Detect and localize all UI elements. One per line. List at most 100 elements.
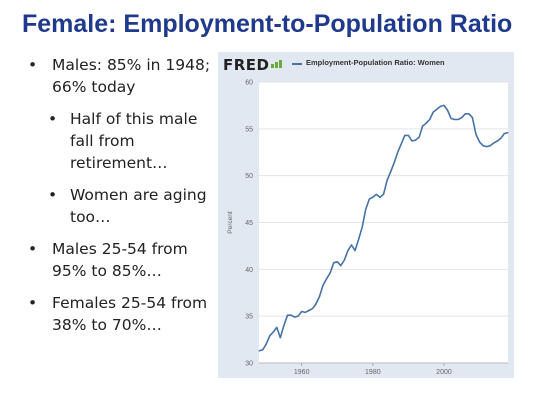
data-point (425, 122, 427, 124)
data-point (507, 132, 509, 134)
data-point (454, 118, 456, 120)
data-point (315, 303, 317, 305)
bullet-dot-icon: • (48, 186, 58, 204)
bullet-text: Males 25-54 from 95% to 85%… (52, 240, 188, 280)
data-point (333, 262, 335, 264)
data-point (269, 335, 271, 337)
bullet-item: • Females 25-54 from 38% to 70%… (24, 292, 214, 336)
data-point (450, 118, 452, 120)
fred-logo: FRED (223, 56, 270, 74)
data-point (311, 308, 313, 310)
data-point (429, 118, 431, 120)
data-point (343, 259, 345, 261)
data-point (262, 349, 264, 351)
slide-title: Female: Employment-to-Population Ratio (22, 10, 513, 38)
data-point (393, 162, 395, 164)
data-point (354, 250, 356, 252)
y-tick-label: 40 (245, 267, 253, 274)
data-point (496, 140, 498, 142)
data-point (347, 250, 349, 252)
data-point (368, 198, 370, 200)
data-point (386, 179, 388, 181)
bullet-list: • Males: 85% in 1948; 66% today • Half of … (24, 54, 214, 346)
data-point (265, 343, 267, 345)
bullet-text: Males: 85% in 1948; 66% today (52, 56, 211, 96)
data-point (372, 196, 374, 198)
bullet-text: Half of this male fall from retirement… (70, 110, 198, 172)
data-point (336, 261, 338, 263)
data-point (411, 140, 413, 142)
data-point (468, 113, 470, 115)
data-point (418, 136, 420, 138)
data-point (358, 238, 360, 240)
data-point (294, 316, 296, 318)
data-point (308, 310, 310, 312)
x-tick-label: 2000 (436, 369, 452, 376)
data-point (301, 310, 303, 312)
data-point (447, 109, 449, 111)
data-point (439, 105, 441, 107)
data-point (422, 125, 424, 127)
data-point (471, 117, 473, 119)
data-point (286, 314, 288, 316)
data-point (407, 134, 409, 136)
bullet-text: Women are aging too… (70, 186, 207, 226)
y-tick-label: 60 (245, 80, 253, 87)
data-point (436, 108, 438, 110)
data-point (304, 311, 306, 313)
fred-chart-panel: FRED Employment-Population Ratio: Women … (218, 52, 514, 378)
data-point (272, 331, 274, 333)
data-point (397, 151, 399, 153)
x-tick-label: 1980 (365, 369, 381, 376)
data-point (400, 143, 402, 145)
legend-label: Employment-Population Ratio: Women (306, 58, 445, 67)
y-tick-label: 30 (245, 361, 253, 368)
data-point (379, 196, 381, 198)
y-tick-label: 55 (245, 126, 253, 133)
data-point (297, 315, 299, 317)
data-point (283, 325, 285, 327)
y-axis-label: Percent (227, 211, 234, 234)
sub-bullet-item: • Half of this male fall from retirement… (24, 108, 214, 174)
data-point (383, 193, 384, 195)
data-point (276, 326, 278, 328)
data-point (464, 113, 466, 115)
data-point (461, 117, 463, 119)
y-tick-label: 45 (245, 220, 253, 227)
bullet-dot-icon: • (28, 56, 38, 74)
data-point (318, 295, 320, 297)
bullet-dot-icon: • (28, 294, 38, 312)
data-point (326, 278, 328, 280)
fred-logo-graph-icon (271, 60, 282, 68)
data-point (404, 134, 406, 136)
data-point (503, 133, 505, 135)
bullet-dot-icon: • (48, 110, 58, 128)
data-point (350, 244, 352, 246)
data-point (322, 284, 324, 286)
y-tick-label: 50 (245, 173, 253, 180)
data-point (365, 208, 367, 210)
data-point (493, 142, 495, 144)
data-point (361, 226, 363, 228)
data-point (475, 133, 477, 135)
bullet-item: • Males: 85% in 1948; 66% today (24, 54, 214, 98)
data-point (415, 139, 417, 141)
data-point (486, 146, 488, 148)
bullet-text: Females 25-54 from 38% to 70%… (52, 294, 208, 334)
data-point (482, 145, 484, 147)
line-chart: 30 35 40 45 50 55 60 1960 1980 2000 Percent (227, 80, 509, 376)
data-point (340, 265, 342, 267)
bullet-dot-icon: • (28, 240, 38, 258)
bullet-item: • Males 25-54 from 95% to 85%… (24, 238, 214, 282)
data-point (443, 104, 445, 106)
data-point (375, 193, 377, 195)
data-point (279, 337, 281, 339)
x-tick-label: 1960 (294, 369, 310, 376)
data-point (457, 118, 459, 120)
data-point (390, 171, 392, 173)
data-point (329, 272, 331, 274)
data-point (500, 137, 502, 139)
data-point (479, 141, 481, 143)
sub-bullet-item: • Women are aging too… (24, 184, 214, 228)
data-point (432, 111, 434, 113)
